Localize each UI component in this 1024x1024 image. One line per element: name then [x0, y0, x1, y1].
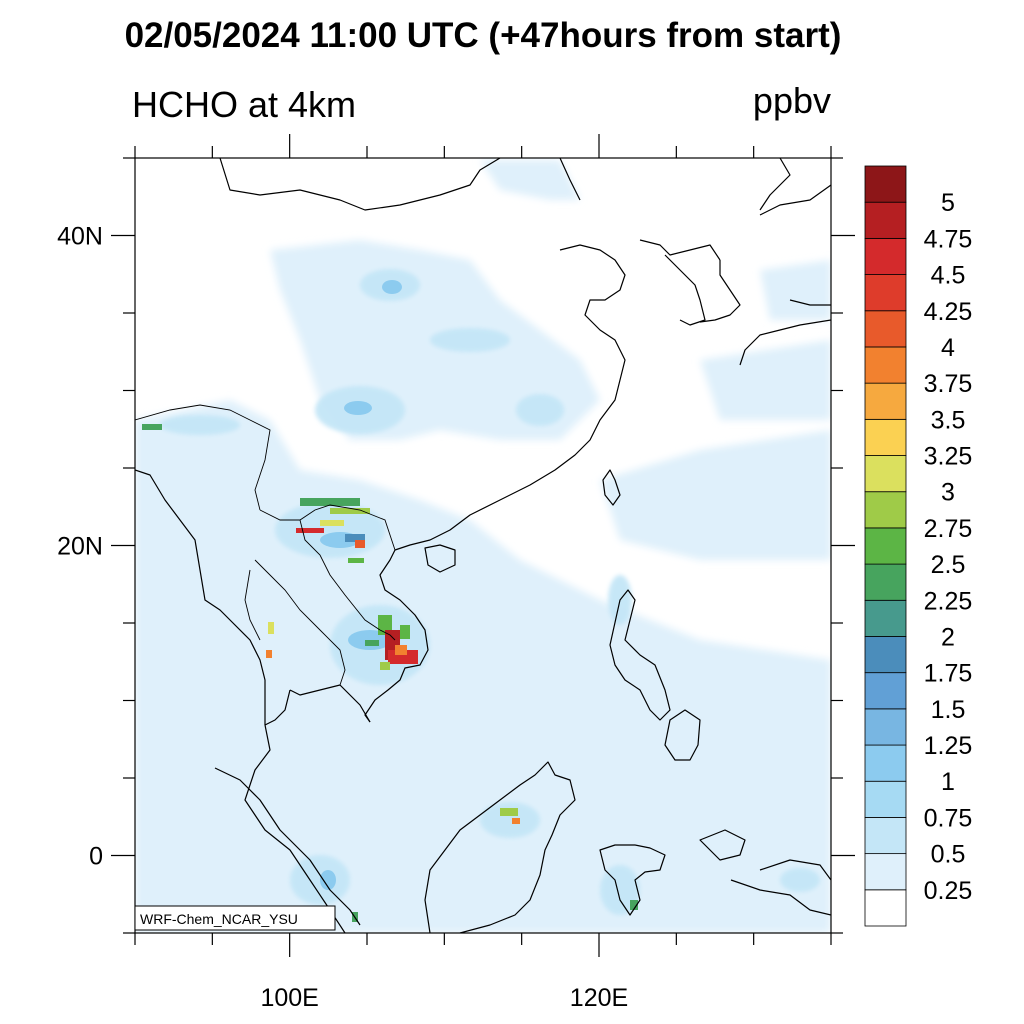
colorbar-swatch — [864, 599, 907, 637]
colorbar-swatch — [864, 636, 907, 674]
colorbar-label: 2 — [941, 623, 955, 651]
colorbar-swatch — [864, 563, 907, 601]
colorbar-swatch — [864, 672, 907, 710]
colorbar-swatch — [864, 310, 907, 348]
colorbar-swatch — [864, 455, 907, 493]
colorbar-label: 0.5 — [931, 841, 966, 869]
colorbar-label: 2.25 — [924, 587, 973, 615]
colorbar-swatch — [864, 237, 907, 275]
colorbar-swatch — [864, 527, 907, 565]
colorbar-swatch — [864, 418, 907, 456]
colorbar-label: 1.5 — [931, 696, 966, 724]
country-borders — [135, 404, 396, 686]
hotspot-myanmar — [142, 424, 274, 658]
colorbar-swatch — [864, 744, 907, 782]
colorbar-swatch — [864, 165, 907, 203]
lon-tick-label: 100E — [260, 984, 318, 1012]
map-title: 02/05/2024 11:00 UTC (+47hours from star… — [124, 16, 842, 55]
colorbar-swatch — [864, 346, 907, 384]
colorbar-swatch — [864, 889, 907, 927]
colorbar-swatch — [864, 491, 907, 529]
colorbar-label: 2.75 — [924, 515, 973, 543]
colorbar: 0.25 0.5 0.75 1 1.25 1.5 1.75 2 2.25 2.5 2.75 3 3.25… — [864, 165, 973, 927]
colorbar-label: 3 — [941, 479, 955, 507]
colorbar-label: 4 — [941, 334, 955, 362]
colorbar-label: 3.5 — [931, 406, 966, 434]
lat-tick-label: 20N — [57, 533, 103, 561]
colorbar-swatch — [864, 382, 907, 420]
lon-tick-label: 120E — [570, 984, 628, 1012]
colorbar-label: 1.75 — [924, 660, 973, 688]
colorbar-label: 3.75 — [924, 370, 973, 398]
lat-tick-label: 40N — [57, 223, 103, 251]
colorbar-label: 0.75 — [924, 804, 973, 832]
hotspot-northern-laos — [296, 498, 370, 563]
colorbar-swatch — [864, 201, 907, 239]
colorbar-label: 2.5 — [931, 551, 966, 579]
colorbar-label: 3.25 — [924, 443, 973, 471]
axis-ticks: 40N 20N 0 100E 120E — [57, 134, 855, 1012]
colorbar-swatch — [864, 780, 907, 818]
credit-label: WRF-Chem_NCAR_YSU — [140, 911, 298, 927]
concentration-field — [135, 158, 831, 933]
colorbar-label: 0.25 — [924, 877, 973, 905]
colorbar-swatch — [864, 817, 907, 855]
units-label: ppbv — [752, 80, 831, 121]
colorbar-label: 1 — [941, 768, 955, 796]
hotspot-cambodia — [365, 615, 418, 670]
colorbar-swatch — [864, 853, 907, 891]
colorbar-swatch — [864, 708, 907, 746]
credit-box — [134, 905, 336, 931]
colorbar-label: 4.75 — [924, 225, 973, 253]
colorbar-swatch — [864, 274, 907, 312]
coastlines — [135, 158, 831, 933]
colorbar-label: 4.25 — [924, 298, 973, 326]
lat-tick-label: 0 — [89, 843, 103, 871]
colorbar-label: 5 — [941, 189, 955, 217]
variable-label: HCHO at 4km — [132, 84, 357, 125]
colorbar-label: 1.25 — [924, 732, 973, 760]
colorbar-label: 4.5 — [931, 262, 966, 290]
